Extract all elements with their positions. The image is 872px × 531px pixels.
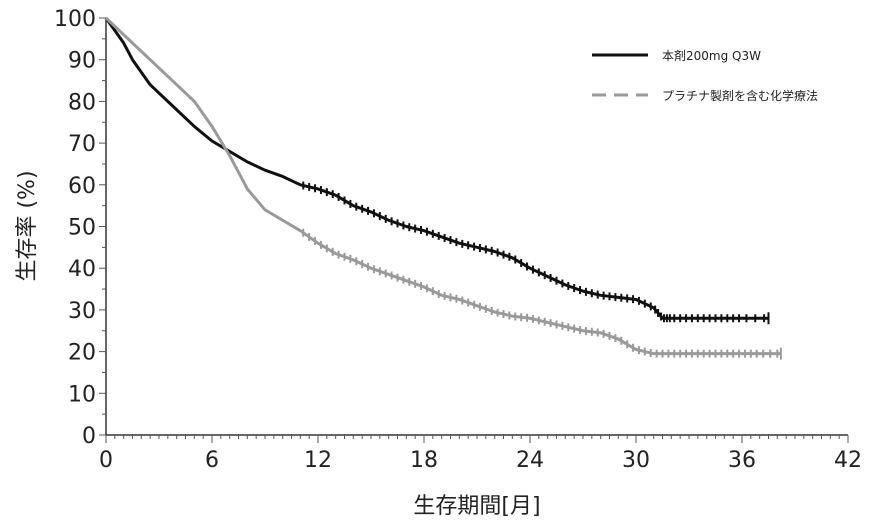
legend: 本剤200mg Q3W プラチナ製剤を含む化学療法: [592, 48, 818, 103]
y-tick-label: 40: [68, 257, 96, 282]
x-tick-label: 36: [728, 448, 756, 473]
y-tick-label: 0: [82, 424, 96, 449]
y-tick-label: 50: [68, 216, 96, 241]
series-line-2: [104, 16, 781, 356]
y-tick-label: 20: [68, 341, 96, 366]
x-tick-label: 24: [516, 448, 544, 473]
x-tick-label: 12: [304, 448, 332, 473]
y-tick-label: 80: [68, 90, 96, 115]
x-tick-label: 18: [410, 448, 438, 473]
x-tick-label: 30: [622, 448, 650, 473]
legend-label-2: プラチナ製剤を含む化学療法: [662, 88, 818, 103]
x-tick-label: 6: [205, 448, 219, 473]
y-tick-label: 100: [54, 7, 96, 32]
series-line-1: [104, 17, 769, 320]
x-tick-label: 42: [834, 448, 862, 473]
y-axis-title: 生存率 (%): [15, 170, 40, 281]
y-tick-label: 30: [68, 299, 96, 324]
x-tick-label: 0: [99, 448, 113, 473]
axes-layer: 0 6 12 18 24 30 36 42 0 10 20 30 40 50 60 70 80 90 100: [54, 7, 862, 473]
y-tick-label: 70: [68, 132, 96, 157]
series-layer: [104, 16, 782, 360]
x-axis-title: 生存期間[月]: [413, 494, 540, 519]
y-tick-label: 60: [68, 174, 96, 199]
legend-label-1: 本剤200mg Q3W: [662, 48, 761, 63]
y-tick-label: 90: [68, 49, 96, 74]
y-tick-label: 10: [68, 382, 96, 407]
